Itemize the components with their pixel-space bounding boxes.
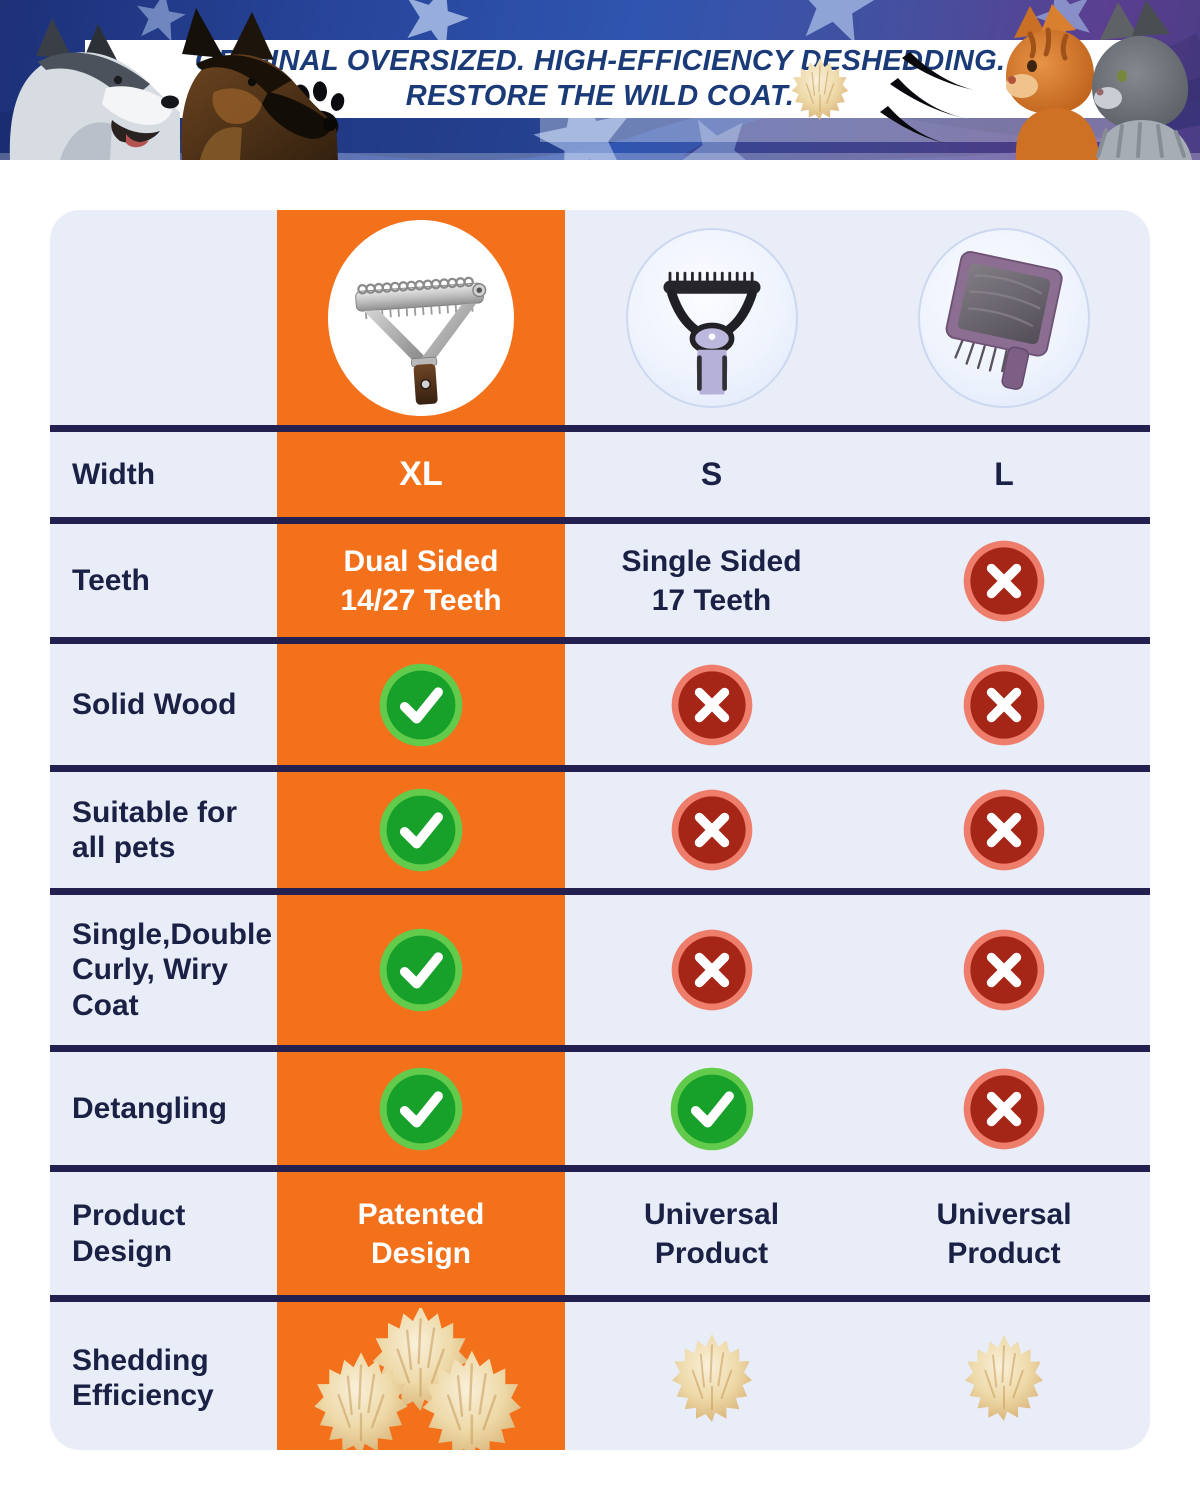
product-cell-large bbox=[858, 210, 1150, 425]
small-deshedding-tool-icon bbox=[662, 271, 761, 395]
banner-strip-footer bbox=[0, 153, 1200, 160]
cross-icon bbox=[962, 1065, 1046, 1153]
cats-illustration bbox=[1006, 0, 1192, 160]
banner-headline: ORIGINAL OVERSIZED. HIGH-EFFICIENCY DESH… bbox=[150, 40, 1050, 118]
row-label: Shedding Efficiency bbox=[72, 1343, 214, 1412]
cross-icon bbox=[670, 926, 754, 1014]
row-label: Solid Wood bbox=[72, 687, 237, 721]
cross-icon bbox=[670, 786, 754, 874]
large-product-photo bbox=[918, 227, 1090, 408]
table-row-product-design: Product Design Patented Design Universal… bbox=[50, 1165, 1150, 1295]
check-icon bbox=[378, 925, 464, 1015]
table-row-solid-wood: Solid Wood bbox=[50, 637, 1150, 765]
check-icon bbox=[378, 1064, 464, 1154]
xl-dual-sided-rake-icon bbox=[355, 276, 487, 405]
cross-icon bbox=[962, 786, 1046, 874]
row-label: Single,Double Curly, Wiry Coat bbox=[72, 917, 273, 1022]
cross-icon bbox=[962, 537, 1046, 625]
product-cell-small bbox=[565, 210, 858, 425]
dogs-illustration bbox=[9, 8, 338, 160]
banner-headline-line2: RESTORE THE WILD COAT. bbox=[405, 80, 795, 112]
claw-scratches-icon bbox=[880, 52, 974, 144]
row-label: Suitable for all pets bbox=[72, 795, 238, 864]
cross-icon bbox=[962, 926, 1046, 1014]
large-slicker-brush-icon bbox=[945, 250, 1063, 390]
banner-headline-line1: ORIGINAL OVERSIZED. HIGH-EFFICIENCY DESH… bbox=[194, 44, 1006, 77]
product-cell-featured bbox=[277, 210, 565, 425]
cell-value: Universal Product bbox=[936, 1197, 1072, 1270]
featured-product-photo bbox=[328, 219, 514, 416]
table-row-width: Width XL S L bbox=[50, 425, 1150, 517]
table-row-detangling: Detangling bbox=[50, 1045, 1150, 1165]
cell-value: Universal Product bbox=[643, 1197, 780, 1270]
cell-value: S bbox=[700, 455, 723, 492]
check-icon bbox=[669, 1064, 755, 1154]
cross-icon bbox=[670, 661, 754, 749]
banner-fur-tuft bbox=[791, 58, 849, 120]
table-row-suitable-for-all-pets: Suitable for all pets bbox=[50, 765, 1150, 888]
table-row-shedding-efficiency: Shedding Efficiency bbox=[50, 1295, 1150, 1450]
cell-value: Dual Sided 14/27 Teeth bbox=[340, 544, 502, 617]
comparison-table: Width XL S L Teeth Dual Sided 14/27 Teet… bbox=[50, 210, 1150, 1450]
row-label: Teeth bbox=[72, 563, 150, 597]
check-icon bbox=[378, 785, 464, 875]
row-label: Detangling bbox=[72, 1091, 227, 1125]
hero-banner: ORIGINAL OVERSIZED. HIGH-EFFICIENCY DESH… bbox=[0, 0, 1200, 160]
cell-value: XL bbox=[399, 455, 443, 494]
fur-tuft-small bbox=[965, 1335, 1043, 1421]
products-row-spacer bbox=[50, 210, 277, 425]
row-label: Width bbox=[72, 457, 156, 491]
cross-icon bbox=[962, 661, 1046, 749]
fur-tuft-small bbox=[671, 1334, 752, 1422]
cell-value: Patented Design bbox=[357, 1197, 485, 1270]
check-icon bbox=[378, 660, 464, 750]
cell-value: Single Sided 17 Teeth bbox=[621, 544, 802, 617]
fur-pile-large bbox=[296, 1308, 546, 1450]
row-label: Product Design bbox=[72, 1199, 186, 1268]
cell-value: L bbox=[994, 455, 1014, 492]
small-product-photo bbox=[625, 227, 798, 408]
table-row-teeth: Teeth Dual Sided 14/27 Teeth Single Side… bbox=[50, 517, 1150, 637]
table-row-products bbox=[50, 210, 1150, 425]
table-row-coat-types: Single,Double Curly, Wiry Coat bbox=[50, 888, 1150, 1045]
